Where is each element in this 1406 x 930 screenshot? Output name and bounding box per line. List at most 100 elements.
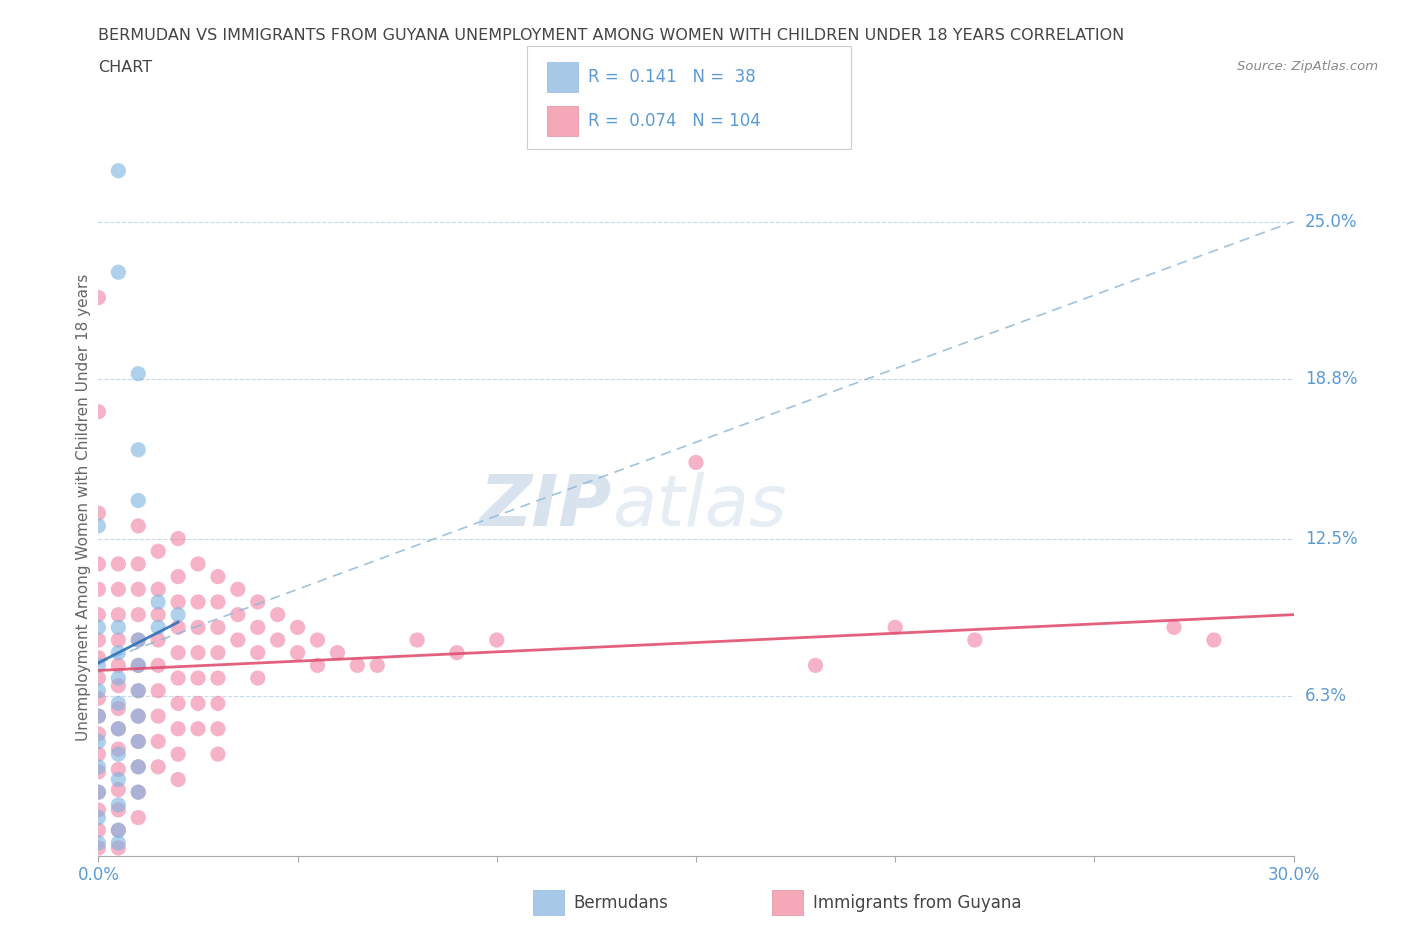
Point: [1163, 620, 1185, 635]
Point: [187, 722, 209, 737]
Point: [307, 632, 329, 647]
Point: [107, 747, 129, 762]
Point: [246, 594, 269, 609]
Point: [207, 671, 229, 685]
Point: [87, 671, 110, 685]
Point: [226, 607, 249, 622]
Point: [346, 658, 368, 672]
Point: [207, 620, 229, 635]
Point: [148, 709, 170, 724]
Point: [187, 645, 209, 660]
Point: [87, 518, 110, 533]
Point: [127, 582, 149, 597]
Point: [87, 726, 110, 741]
Text: 18.8%: 18.8%: [1305, 370, 1357, 388]
Point: [267, 607, 290, 622]
Point: [107, 722, 129, 737]
Point: [167, 645, 190, 660]
Point: [127, 734, 149, 749]
Point: [167, 607, 190, 622]
Text: R =  0.074   N = 104: R = 0.074 N = 104: [588, 112, 761, 130]
Point: [87, 405, 110, 419]
Point: [167, 747, 190, 762]
Point: [406, 632, 429, 647]
Point: [107, 782, 129, 797]
Point: [107, 556, 129, 571]
Point: [87, 620, 110, 635]
Point: [148, 760, 170, 775]
Point: [246, 671, 269, 685]
Text: 25.0%: 25.0%: [1305, 213, 1357, 231]
Point: [267, 632, 290, 647]
Point: [87, 823, 110, 838]
Point: [187, 594, 209, 609]
Y-axis label: Unemployment Among Women with Children Under 18 years: Unemployment Among Women with Children U…: [76, 273, 91, 740]
Point: [127, 709, 149, 724]
Point: [87, 835, 110, 850]
Point: [87, 632, 110, 647]
Point: [127, 734, 149, 749]
Point: [87, 290, 110, 305]
Point: [148, 684, 170, 698]
Text: ZIP: ZIP: [479, 472, 612, 541]
Point: [107, 696, 129, 711]
Point: [107, 797, 129, 812]
Text: 12.5%: 12.5%: [1305, 529, 1357, 548]
Text: BERMUDAN VS IMMIGRANTS FROM GUYANA UNEMPLOYMENT AMONG WOMEN WITH CHILDREN UNDER : BERMUDAN VS IMMIGRANTS FROM GUYANA UNEMP…: [98, 28, 1125, 43]
Point: [287, 645, 309, 660]
Point: [87, 691, 110, 706]
Point: [127, 785, 149, 800]
Point: [87, 734, 110, 749]
Point: [87, 506, 110, 521]
Point: [207, 722, 229, 737]
Point: [485, 632, 508, 647]
Point: [148, 620, 170, 635]
Point: [148, 594, 170, 609]
Point: [87, 810, 110, 825]
Point: [87, 36, 110, 51]
Point: [87, 764, 110, 779]
Text: Source: ZipAtlas.com: Source: ZipAtlas.com: [1237, 60, 1378, 73]
Point: [167, 569, 190, 584]
Point: [804, 658, 827, 672]
Point: [127, 658, 149, 672]
Point: [187, 556, 209, 571]
Point: [127, 658, 149, 672]
Text: Bermudans: Bermudans: [574, 894, 668, 912]
Point: [87, 747, 110, 762]
Point: [167, 696, 190, 711]
Point: [107, 823, 129, 838]
Point: [207, 569, 229, 584]
Point: [207, 747, 229, 762]
Point: [167, 531, 190, 546]
Point: [963, 632, 986, 647]
Point: [107, 803, 129, 817]
Point: [87, 785, 110, 800]
Point: [127, 684, 149, 698]
Point: [107, 772, 129, 787]
Point: [107, 835, 129, 850]
Point: [107, 762, 129, 777]
Point: [167, 594, 190, 609]
Point: [127, 443, 149, 458]
Point: [148, 607, 170, 622]
Point: [87, 785, 110, 800]
Point: [127, 709, 149, 724]
Point: [107, 658, 129, 672]
Point: [127, 760, 149, 775]
Point: [207, 696, 229, 711]
Point: [148, 582, 170, 597]
Point: [226, 582, 249, 597]
Point: [87, 841, 110, 856]
Point: [87, 582, 110, 597]
Point: [167, 722, 190, 737]
Text: CHART: CHART: [98, 60, 152, 75]
Point: [366, 658, 388, 672]
Point: [127, 518, 149, 533]
Point: [107, 632, 129, 647]
Point: [187, 671, 209, 685]
Text: R =  0.141   N =  38: R = 0.141 N = 38: [588, 68, 755, 86]
Point: [1202, 632, 1225, 647]
Point: [107, 823, 129, 838]
Point: [226, 632, 249, 647]
